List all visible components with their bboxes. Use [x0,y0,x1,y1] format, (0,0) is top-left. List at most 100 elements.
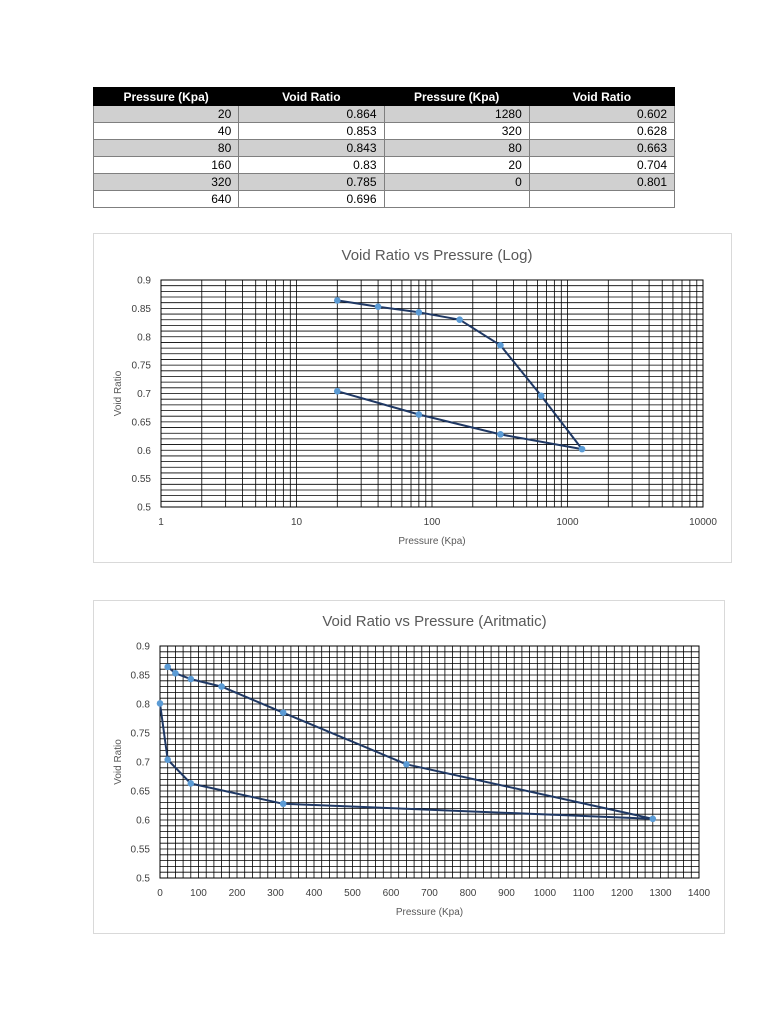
table-cell: 0.696 [238,190,385,208]
header-pressure-1: Pressure (Kpa) [92,87,240,106]
y-tick-label: 0.8 [137,332,151,343]
y-tick-label: 0.55 [131,845,151,856]
table-cell: 0.83 [238,156,385,174]
x-tick-label: 1200 [611,888,634,899]
data-point [187,675,195,683]
table-cell: 0.853 [238,122,385,140]
table-cell: 0.663 [528,139,676,157]
x-axis-label: Pressure (Kpa) [396,907,463,918]
x-tick-label: 300 [267,888,284,899]
y-tick-label: 0.75 [132,361,152,372]
chart-title: Void Ratio vs Pressure (Aritmatic) [322,613,546,630]
table-cell: 0.628 [528,122,676,140]
data-point [456,316,463,324]
y-tick-label: 0.5 [136,874,150,885]
x-tick-label: 800 [460,888,477,899]
table-header-row: Pressure (Kpa) Void Ratio Pressure (Kpa)… [92,87,676,106]
table-row: 320 0.785 0 0.801 [92,173,676,191]
data-point [187,780,195,787]
y-axis-label: Void Ratio [113,370,124,416]
data-point [374,303,382,310]
data-point [279,709,287,716]
table-cell: 0.864 [238,105,385,123]
y-tick-label: 0.6 [137,446,151,457]
data-table: Pressure (Kpa) Void Ratio Pressure (Kpa)… [92,87,676,208]
plot-area-frame [159,645,700,879]
y-tick-label: 0.9 [137,276,151,287]
x-tick-label: 0 [157,888,163,899]
table-cell [383,190,530,208]
data-point [333,297,341,304]
data-point [497,431,504,438]
x-tick-label: 700 [421,888,438,899]
data-point [578,445,586,453]
table-row: 160 0.83 20 0.704 [92,156,676,174]
x-tick-label: 1300 [649,888,672,899]
data-point [164,756,171,763]
table-row: 80 0.843 80 0.663 [92,139,676,157]
table-cell [528,190,676,208]
y-axis-label: Void Ratio [113,739,124,785]
header-void-ratio-2: Void Ratio [528,87,676,106]
y-tick-label: 0.9 [136,642,150,653]
table-cell: 20 [383,156,530,174]
data-point [333,387,341,395]
x-tick-label: 200 [229,888,246,899]
table-cell: 0.843 [238,139,385,157]
x-tick-label: 10000 [689,517,717,528]
y-tick-label: 0.55 [132,474,152,485]
table-cell: 320 [383,122,530,140]
table-cell: 40 [92,122,240,140]
data-point [156,700,164,707]
log-chart-container: 0.5 0.55 0.6 0.65 0.7 0.75 0.8 0.85 0.9 1 10 100 100… [93,233,732,563]
log-chart: 0.5 0.55 0.6 0.65 0.7 0.75 0.8 0.85 0.9 1 10 100 100… [113,247,717,547]
header-pressure-2: Pressure (Kpa) [383,87,530,106]
y-tick-label: 0.65 [132,417,152,428]
table-cell: 20 [92,105,240,123]
table-cell: 1280 [383,105,530,123]
table-cell: 640 [92,190,240,208]
y-tick-label: 0.8 [136,700,150,711]
table-cell: 0.602 [528,105,676,123]
table-cell: 0 [383,173,530,191]
x-axis-label: Pressure (Kpa) [398,536,465,547]
y-tick-label: 0.6 [136,816,150,827]
x-tick-label: 1400 [688,888,711,899]
x-tick-label: 100 [424,517,441,528]
x-tick-label: 1000 [556,517,579,528]
data-point [403,761,410,768]
x-tick-label: 1100 [573,888,595,899]
table-row: 20 0.864 1280 0.602 [92,105,676,123]
y-tick-label: 0.5 [137,503,151,514]
chart-title: Void Ratio vs Pressure (Log) [342,247,533,264]
table-cell: 80 [383,139,530,157]
x-tick-label: 400 [306,888,323,899]
table-cell: 160 [92,156,240,174]
table-cell: 0.801 [528,173,676,191]
y-tick-label: 0.75 [131,729,151,740]
data-point [415,309,423,316]
table-cell: 0.785 [238,173,385,191]
data-point [164,663,171,671]
y-tick-label: 0.7 [136,758,150,769]
table-cell: 320 [92,173,240,191]
x-tick-label: 1 [158,517,164,528]
x-tick-label: 100 [190,888,207,899]
arithmetic-chart-container: 0.5 0.55 0.6 0.65 0.7 0.75 0.8 0.85 0.9 0 100 200 30… [93,600,725,934]
table-cell: 80 [92,139,240,157]
table-row: 640 0.696 [92,190,676,208]
series-line [337,299,583,451]
plot-area-frame [160,279,704,508]
data-point [172,669,179,677]
x-tick-label: 900 [498,888,515,899]
y-tick-label: 0.65 [131,787,151,798]
y-tick-label: 0.85 [131,671,151,682]
x-tick-label: 1000 [534,888,557,899]
data-point [537,392,545,400]
table-cell: 0.704 [528,156,676,174]
data-point [649,815,657,823]
x-tick-label: 10 [291,517,303,528]
data-point [279,800,287,808]
data-point [218,683,225,690]
x-tick-label: 600 [383,888,400,899]
